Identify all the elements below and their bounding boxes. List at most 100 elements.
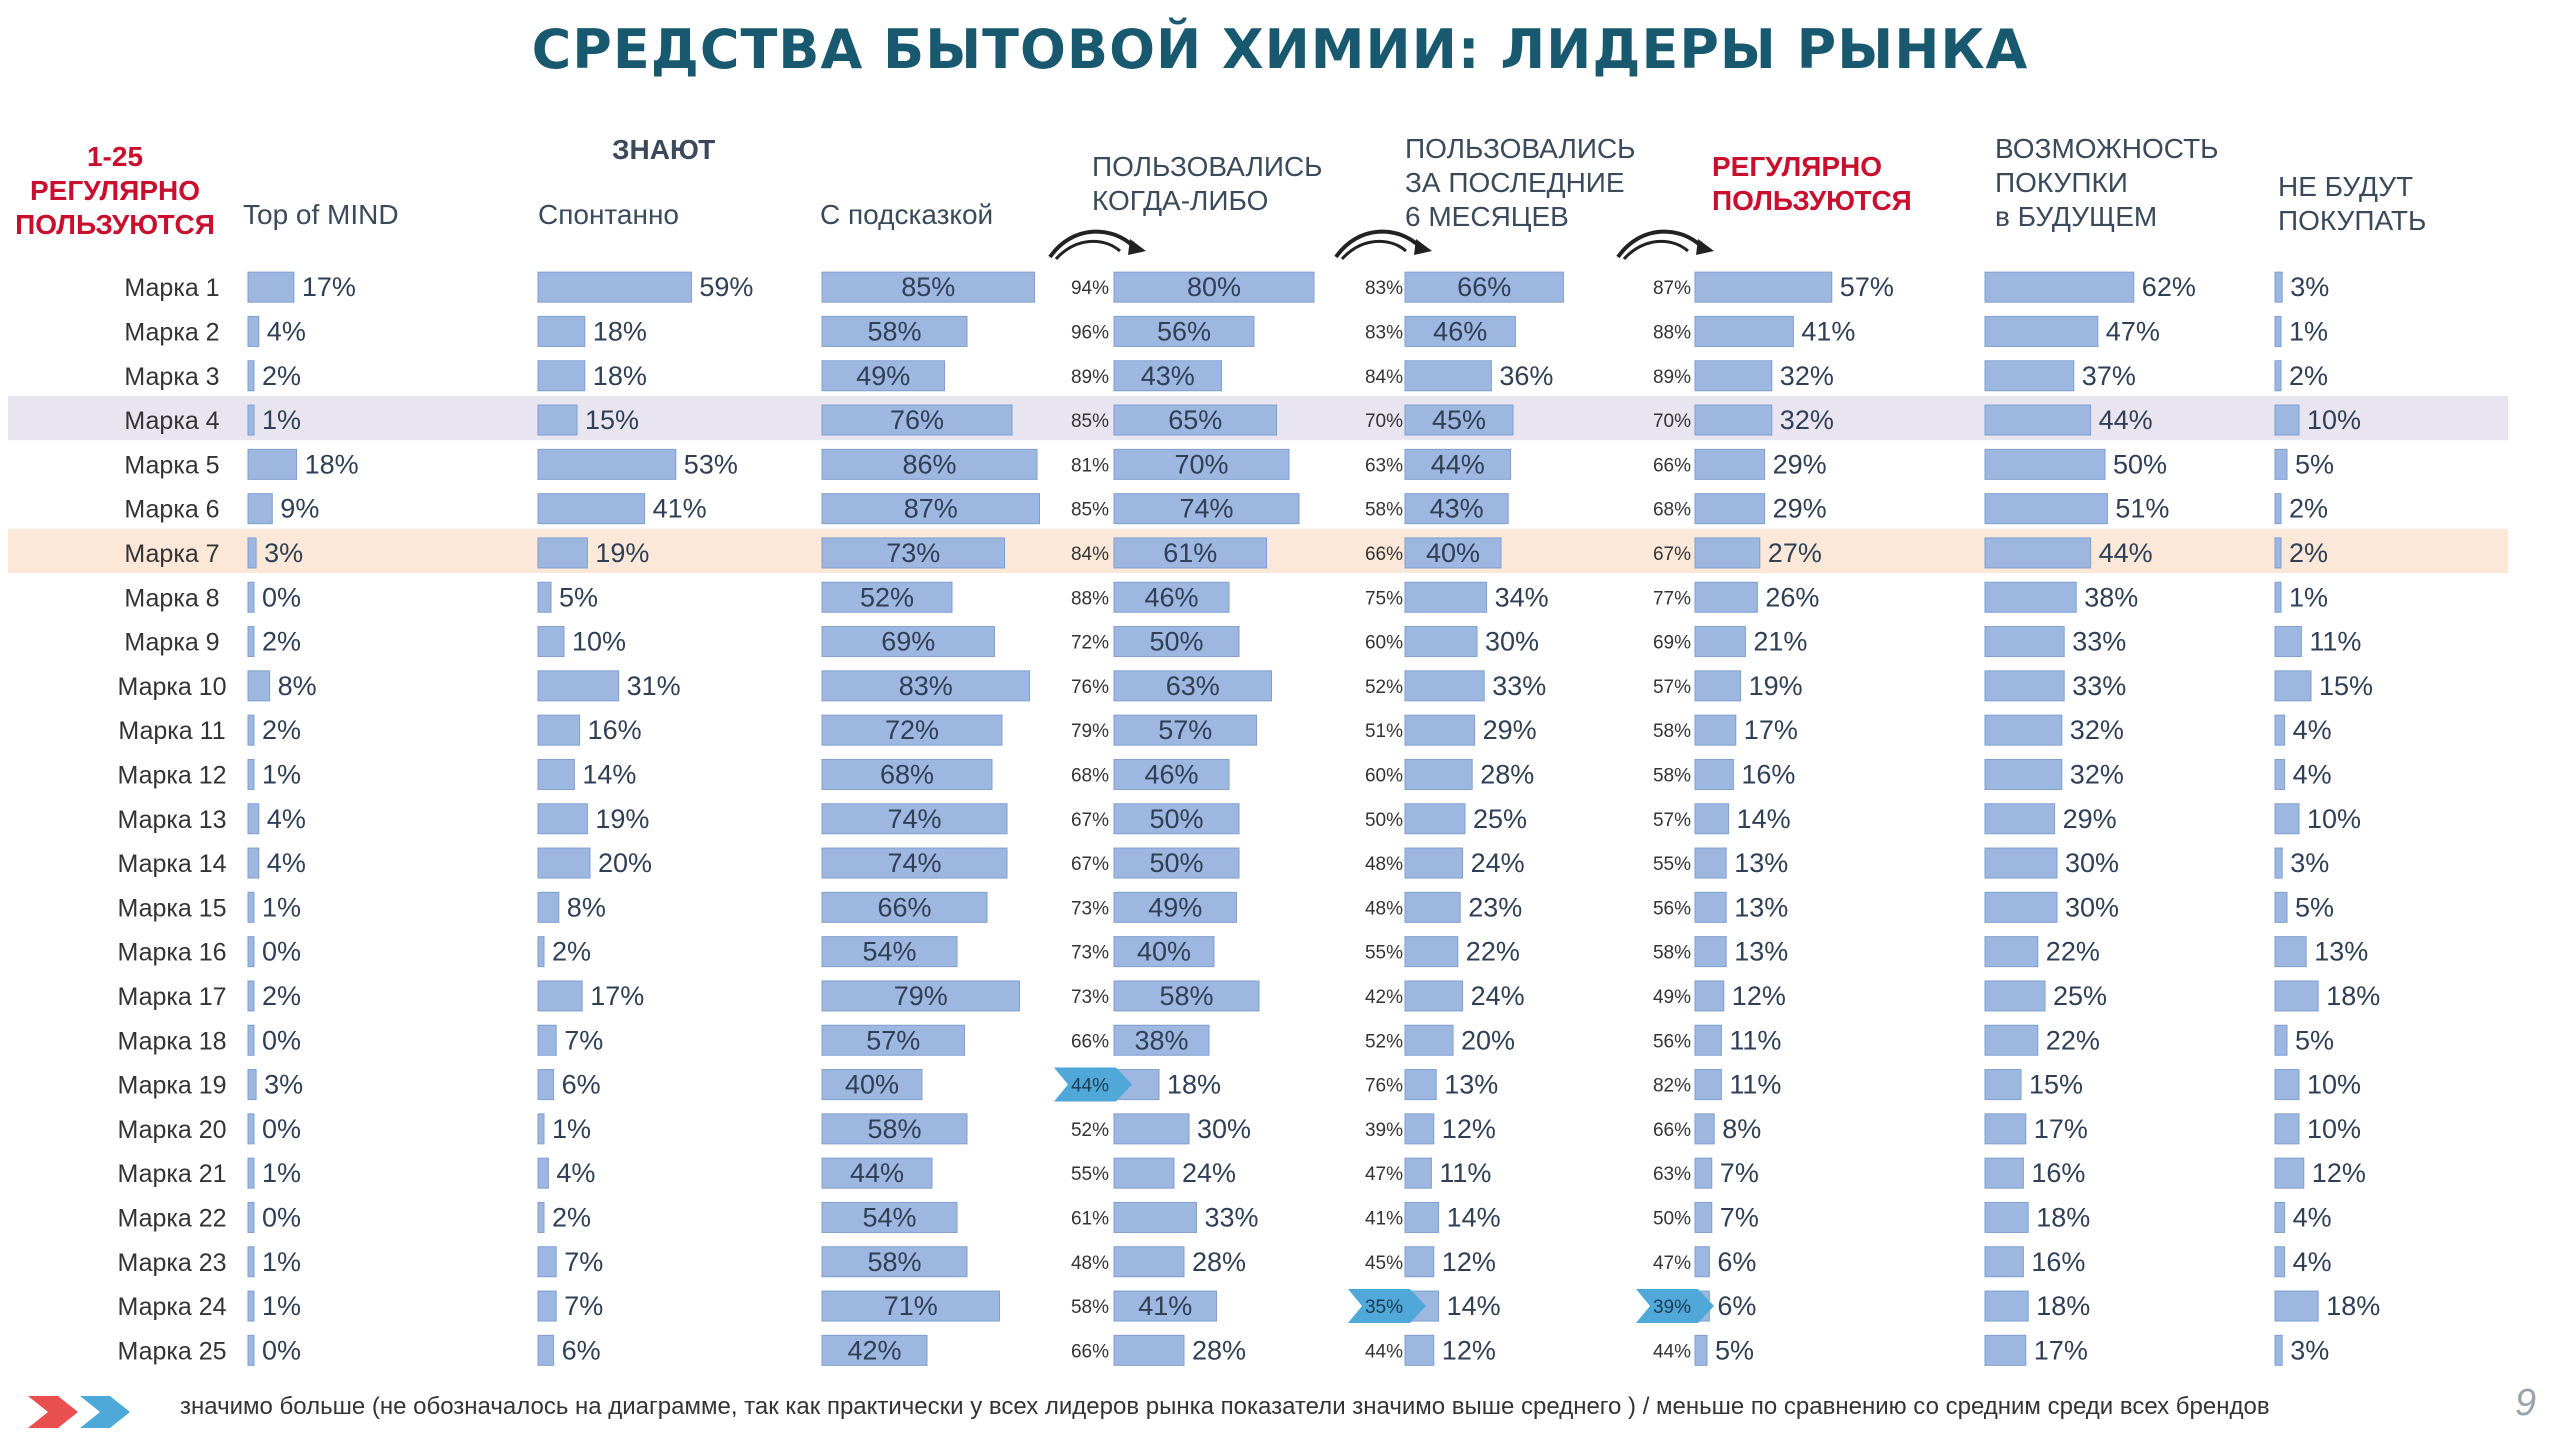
bar-value-label: 45% [1432,405,1486,435]
bar-value-label: 7% [564,1291,603,1321]
bar-value-label: 10% [2307,804,2361,834]
brand-label: Марка 17 [117,983,226,1011]
conversion-value: 77% [1653,588,1691,609]
bar-s8-r12 [2274,758,2286,790]
bar-value-label: 27% [1768,538,1822,568]
conversion-arrow-icon [1048,229,1146,261]
bar-value-label: 2% [552,1202,591,1232]
bar-value-label: 5% [2295,892,2334,922]
bar-value-label: 28% [1480,759,1534,789]
bar-value-label: 30% [2065,848,2119,878]
conversion-value: 51% [1365,721,1403,742]
bar-s2-r20 [537,1113,545,1145]
conversion-value: 70% [1653,411,1691,432]
bar-value-label: 73% [886,538,940,568]
bar-value-label: 5% [559,582,598,612]
bar-value-label: 15% [2319,671,2373,701]
bar-value-label: 9% [280,494,319,524]
bar-s6-r22 [1694,1201,1713,1233]
bar-s2-r12 [537,758,575,790]
bar-s3-r22 [821,1201,958,1233]
bar-value-label: 70% [1174,449,1228,479]
conversion-value: 56% [1653,898,1691,919]
bar-s1-r13 [247,803,260,835]
brand-label: Марка 3 [124,363,219,391]
bar-s7-r1 [1984,271,2135,303]
bar-s6-r21 [1694,1157,1713,1189]
bar-s1-r10 [247,670,271,702]
bar-value-label: 12% [1732,981,1786,1011]
bar-value-label: 12% [1442,1247,1496,1277]
bar-value-label: 13% [1444,1070,1498,1100]
conversion-value: 52% [1365,677,1403,698]
brand-label: Марка 10 [117,673,226,701]
bar-s3-r24 [821,1290,1000,1322]
bar-value-label: 51% [2115,494,2169,524]
bar-value-label: 29% [1483,715,1537,745]
bar-value-label: 18% [2036,1291,2090,1321]
bar-value-label: 18% [2326,1291,2380,1321]
bar-value-label: 0% [262,1202,301,1232]
bar-s5-r1 [1404,271,1564,303]
conversion-value: 96% [1071,322,1109,343]
brand-label: Марка 8 [124,584,219,612]
bar-value-label: 8% [1722,1114,1761,1144]
bar-value-label: 7% [1720,1158,1759,1188]
bar-s2-r14 [537,847,591,879]
bar-s6-r8 [1694,581,1758,613]
bar-value-label: 14% [1447,1291,1501,1321]
bar-value-label: 74% [887,848,941,878]
bar-value-label: 3% [264,538,303,568]
bar-s2-r15 [537,891,560,923]
bar-value-label: 4% [2293,759,2332,789]
bar-s2-r8 [537,581,552,613]
bar-s1-r2 [247,315,260,347]
bar-s7-r14 [1984,847,2058,879]
bar-s5-r3 [1404,360,1492,392]
bar-value-label: 57% [1840,272,1894,302]
bar-s3-r15 [821,891,988,923]
bar-s4-r3 [1113,360,1222,392]
bar-s7-r17 [1984,980,2046,1012]
bar-value-label: 32% [1780,405,1834,435]
bar-s4-r18 [1113,1024,1210,1056]
bar-value-label: 19% [595,538,649,568]
bar-s3-r1 [821,271,1035,303]
bar-value-label: 44% [2099,405,2153,435]
bar-s7-r21 [1984,1157,2024,1189]
conversion-value: 79% [1071,721,1109,742]
conversion-value: 48% [1365,854,1403,875]
bar-value-label: 6% [1717,1247,1756,1277]
conversion-value: 61% [1071,1208,1109,1229]
bar-s4-r20 [1113,1113,1190,1145]
bar-value-label: 1% [262,1247,301,1277]
bar-value-label: 10% [2307,1070,2361,1100]
bar-value-label: 4% [267,316,306,346]
bar-value-label: 37% [2082,361,2136,391]
conversion-value: 44% [1653,1341,1691,1362]
bar-s7-r13 [1984,803,2056,835]
brand-label: Марка 9 [124,629,219,657]
bar-s1-r12 [247,758,255,790]
bar-s5-r8 [1404,581,1488,613]
bar-s8-r13 [2274,803,2300,835]
bar-s7-r5 [1984,448,2106,480]
bar-s5-r10 [1404,670,1485,702]
conversion-value: 72% [1071,633,1109,654]
bar-s8-r22 [2274,1201,2286,1233]
bar-s4-r21 [1113,1157,1175,1189]
brand-label: Марка 19 [117,1072,226,1100]
bar-value-label: 66% [877,892,931,922]
bar-s1-r6 [247,493,273,525]
conversion-value: 57% [1653,810,1691,831]
brand-label: Марка 2 [124,318,219,346]
conversion-value: 75% [1365,588,1403,609]
bar-value-label: 18% [2326,981,2380,1011]
bar-s8-r2 [2274,315,2282,347]
conversion-value: 94% [1071,278,1109,299]
bar-value-label: 3% [264,1070,303,1100]
bar-s3-r12 [821,758,993,790]
bar-value-label: 19% [1749,671,1803,701]
bar-value-label: 21% [1753,627,1807,657]
bar-value-label: 16% [2031,1247,2085,1277]
